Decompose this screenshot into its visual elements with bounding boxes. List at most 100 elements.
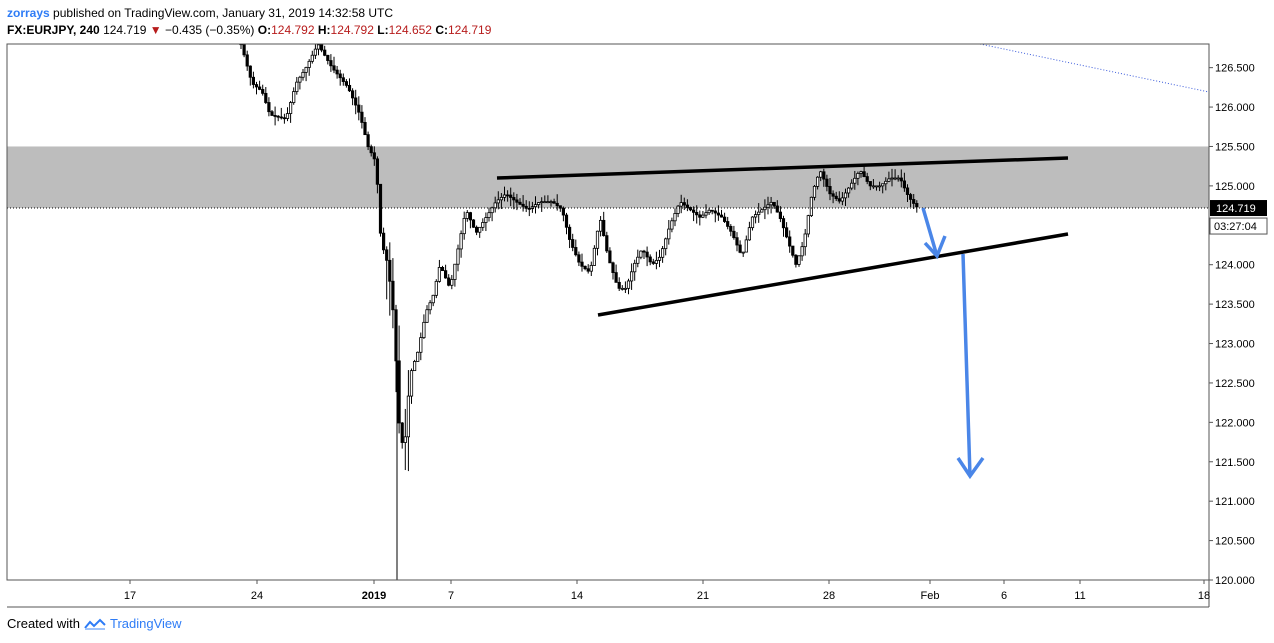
candle-body [456,248,460,265]
candle-body [750,216,755,229]
candle-body [326,54,330,61]
candle-body [797,255,801,265]
candle-body [778,211,783,219]
candle-body [375,158,380,185]
author-link[interactable]: zorrays [7,6,50,20]
x-tick-label: 21 [697,590,709,602]
symbol-label[interactable]: FX:EURJPY, 240 [7,23,100,37]
x-tick-label: 14 [571,590,583,602]
candle-body [871,185,876,188]
ohlc-line: FX:EURJPY, 240 124.719 ▼ −0.435 (−0.35%)… [7,22,491,38]
candle-body [840,197,845,202]
candle-body [450,279,454,286]
candle-body [273,115,277,117]
candle-body [257,86,262,90]
candle-body [378,183,383,234]
candle-body [425,309,429,323]
candle-body [307,60,311,68]
tradingview-brand[interactable]: TradingView [109,616,182,631]
candle-body [533,204,538,208]
candle-body [803,233,807,248]
candle-body [735,237,739,246]
candle-body [905,187,910,195]
candle-body [372,152,376,160]
candle-body [679,202,683,207]
candle-body [772,201,776,207]
candle-body [642,250,646,253]
candle-body [360,111,364,123]
candle-body [335,69,339,75]
candle-body [692,209,696,213]
last-price: 124.719 [103,23,147,37]
candle-body [812,185,817,198]
countdown-label-box [1209,217,1268,235]
y-tick-label: 122.500 [1215,378,1255,390]
candle-body [400,422,404,443]
candle-body [620,287,624,290]
candle-body [558,205,562,209]
resistance-zone [7,146,1209,208]
candle-body [502,194,507,198]
candle-body [856,173,860,179]
candle-body [474,226,479,233]
candle-body [254,84,259,88]
candle-body [630,271,634,282]
candle-body [828,186,832,195]
high-label: H: [317,23,331,37]
candle-body [499,196,504,201]
candle-body [245,54,249,67]
low-value: 124.652 [388,23,432,37]
candle-body [884,180,888,185]
candle-body [496,199,500,204]
candle-body [316,44,321,50]
candle-body [862,171,866,177]
candle-body [261,89,265,94]
candle-body [242,44,246,56]
upper-trendline [496,156,1069,180]
y-tick-label: 123.500 [1215,299,1255,311]
candle-body [685,204,690,208]
created-with-text: Created with [7,616,80,631]
x-tick-label: 11 [1074,590,1085,602]
candle-body [599,219,603,232]
tradingview-logo-icon [84,618,106,630]
candle-body [726,221,730,227]
countdown-label: 03:27:04 [1214,221,1257,233]
candle-body [537,202,541,206]
candle-body [633,262,637,273]
candle-body [344,81,349,86]
candle-body [912,199,916,204]
candle-body [540,201,544,204]
candle-body [747,227,752,241]
candle-body [874,185,879,188]
candle-body [304,67,308,73]
candle-body [893,177,897,180]
chart-header: zorrays published on TradingView.com, Ja… [7,5,491,38]
candle-body [509,194,513,198]
candle-body [493,202,497,209]
candle-body [391,280,395,311]
y-tick-label: 120.500 [1215,536,1255,548]
candle-body [698,214,702,218]
candle-body [673,213,677,222]
candle-body [701,214,705,218]
candle-body [670,220,674,230]
x-tick-label: 17 [124,590,136,602]
candle-body [512,197,516,201]
candle-body [292,91,296,103]
candle-body [766,204,770,208]
candle-body [667,228,671,240]
candle-body [490,207,494,214]
price-label-box [1210,200,1267,217]
candle-body [682,202,686,206]
candle-body [847,187,851,194]
open-value: 124.792 [271,23,315,37]
down-triangle-icon: ▼ [149,23,162,37]
published-text: published on TradingView.com, January 31… [53,6,394,20]
candle-body [716,212,721,216]
candle-body [868,181,872,187]
candle-body [831,193,835,197]
candle-body [267,102,271,113]
candle-body [729,225,733,232]
